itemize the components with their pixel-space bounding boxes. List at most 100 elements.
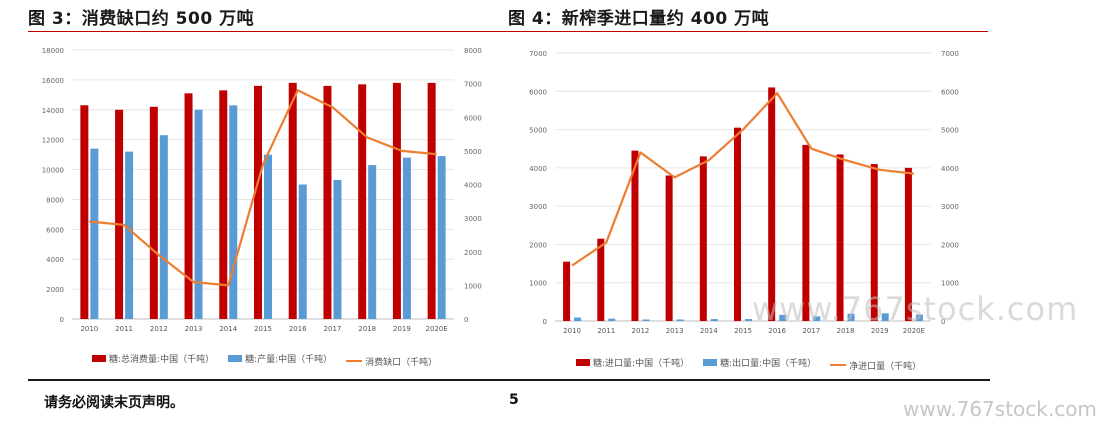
- left-chart-legend-swatch: [346, 360, 363, 362]
- right-chart-legend-swatch: [830, 364, 847, 366]
- right-chart-left-tick-label: 7000: [529, 50, 547, 58]
- right-chart-left-tick-label: 5000: [529, 127, 547, 135]
- left-chart-legend-label: 糖:总消费量:中国（千吨）: [109, 355, 215, 365]
- left-chart-bar-blue: [159, 135, 168, 319]
- left-figure-title: 图 3：消费缺口约 500 万吨: [28, 9, 255, 29]
- right-chart-bar-red: [734, 127, 741, 322]
- right-chart-svg: 0 1000 2000 3000 4000 5000 6000 7000 0 1000 2000 30…: [529, 50, 959, 335]
- right-chart-bar-blue: [608, 318, 616, 321]
- left-chart-line-series: [89, 89, 437, 287]
- left-chart-bar-red: [184, 93, 193, 319]
- right-chart-bar-blue: [779, 314, 787, 321]
- left-chart-bar-red: [323, 85, 332, 319]
- right-chart-bar-blue: [813, 316, 821, 321]
- left-chart-left-tick-label: 18000: [42, 47, 64, 55]
- left-chart-bar-blue: [298, 184, 307, 319]
- watermark-large: www.767stock.com: [752, 290, 1079, 328]
- right-chart: 0 1000 2000 3000 4000 5000 6000 7000 0 1000 2000 30…: [510, 40, 980, 372]
- left-chart-legend-swatch: [228, 355, 243, 362]
- left-chart-right-tick-label: 6000: [464, 114, 482, 122]
- left-chart-bar-blue: [125, 151, 134, 319]
- right-chart-left-tick-label: 1000: [529, 280, 547, 288]
- left-chart-bar-blue: [402, 157, 411, 319]
- left-chart-category-label: 2017: [324, 325, 342, 333]
- right-chart-category-label: 2011: [597, 327, 615, 335]
- right-chart-left-tick-label: 4000: [529, 165, 547, 173]
- right-chart-legend-label: 糖:出口量:中国（千吨）: [720, 359, 817, 369]
- right-chart-category-label: 2012: [632, 327, 650, 335]
- title-rule: [28, 31, 988, 32]
- left-chart-category-label: 2012: [150, 325, 168, 333]
- left-chart-legend: 糖:总消费量:中国（千吨） 糖:产量:中国（千吨） 消费缺口（千吨）: [92, 347, 451, 368]
- right-chart-bar-blue: [710, 319, 718, 321]
- left-chart-category-label: 2018: [358, 325, 376, 333]
- left-chart-category-label: 2020E: [426, 325, 448, 333]
- right-chart-bar-blue: [642, 319, 650, 321]
- right-chart-right-tick-label: 6000: [941, 88, 959, 96]
- right-chart-right-tick-label: 3000: [941, 203, 959, 211]
- left-chart-category-label: 2011: [115, 325, 133, 333]
- right-chart-bar-red: [768, 87, 776, 321]
- right-chart-bar-blue: [745, 319, 752, 321]
- right-chart-bar-blue: [881, 313, 889, 321]
- left-chart: 0 2000 4000 6000 8000 10000 12000 14000 16000 180…: [34, 40, 499, 368]
- right-chart-right-tick-label: 4000: [941, 165, 959, 173]
- left-chart-left-tick-label: 10000: [42, 167, 64, 175]
- left-chart-category-label: 2014: [219, 325, 237, 333]
- left-chart-left-tick-label: 8000: [46, 196, 64, 204]
- left-chart-bar-blue: [90, 148, 99, 319]
- left-chart-bar-blue: [194, 109, 203, 320]
- right-chart-category-label: 2013: [666, 327, 684, 335]
- left-chart-bar-blue: [333, 180, 342, 319]
- right-chart-right-tick-label: 1000: [941, 280, 959, 288]
- left-chart-bar-blue: [437, 156, 446, 319]
- right-chart-legend-swatch: [576, 359, 590, 366]
- right-chart-bar-blue: [915, 314, 923, 321]
- left-chart-legend-label: 消费缺口（千吨）: [365, 357, 438, 368]
- left-chart-right-tick-label: 4000: [464, 182, 482, 190]
- left-chart-right-tick-label: 3000: [464, 215, 482, 223]
- right-chart-category-label: 2020E: [903, 327, 925, 335]
- left-chart-right-tick-label: 7000: [464, 81, 482, 89]
- left-chart-bar-red: [80, 105, 89, 320]
- left-chart-bar-red: [427, 82, 436, 319]
- right-chart-category-label: 2017: [802, 327, 820, 335]
- disclaimer-note: 请务必阅读末页声明。: [44, 395, 184, 411]
- right-chart-bar-red: [665, 175, 673, 321]
- left-chart-left-tick-label: 16000: [42, 77, 64, 85]
- right-chart-category-label: 2010: [563, 327, 581, 335]
- left-chart-legend-item: 糖:产量:中国（千吨）: [228, 352, 332, 365]
- left-chart-right-tick-label: 2000: [464, 249, 482, 257]
- right-chart-legend-item: 净进口量（千吨）: [830, 359, 921, 372]
- left-chart-left-tick-label: 6000: [46, 226, 64, 234]
- right-chart-bar-red: [870, 164, 878, 321]
- right-chart-bar-red: [836, 154, 844, 321]
- right-chart-right-tick-label: 0: [941, 318, 945, 326]
- right-chart-bar-red: [802, 144, 810, 321]
- right-chart-bar-red: [699, 156, 707, 321]
- right-chart-left-tick-label: 2000: [529, 241, 547, 249]
- left-chart-bar-red: [288, 82, 297, 319]
- left-chart-category-label: 2019: [393, 325, 411, 333]
- left-chart-legend-item: 消费缺口（千吨）: [346, 355, 437, 368]
- left-chart-bar-blue: [229, 105, 238, 320]
- right-chart-left-tick-label: 0: [543, 318, 547, 326]
- left-chart-category-label: 2013: [185, 325, 203, 333]
- left-chart-legend-label: 糖:产量:中国（千吨）: [245, 355, 333, 365]
- watermark-small: www.767stock.com: [903, 397, 1097, 421]
- right-chart-legend-swatch: [703, 359, 718, 366]
- left-chart-bar-blue: [368, 165, 377, 319]
- left-chart-left-tick-label: 14000: [42, 107, 64, 115]
- right-chart-bar-red: [631, 150, 639, 321]
- right-chart-legend-label: 糖:进口量:中国（千吨）: [593, 359, 690, 369]
- left-chart-left-tick-label: 0: [60, 316, 64, 324]
- left-chart-svg: 0200040006000800010000120001400016000180…: [42, 47, 482, 333]
- right-chart-legend-item: 糖:出口量:中国（千吨）: [703, 356, 816, 369]
- left-chart-legend-item: 糖:总消费量:中国（千吨）: [92, 352, 214, 365]
- right-chart-category-label: 2016: [768, 327, 786, 335]
- right-chart-bar-red: [597, 238, 605, 321]
- left-chart-left-tick-label: 4000: [46, 256, 64, 264]
- left-chart-bar-red: [219, 90, 228, 319]
- footer-rule: [28, 379, 990, 381]
- left-chart-bar-red: [149, 106, 158, 320]
